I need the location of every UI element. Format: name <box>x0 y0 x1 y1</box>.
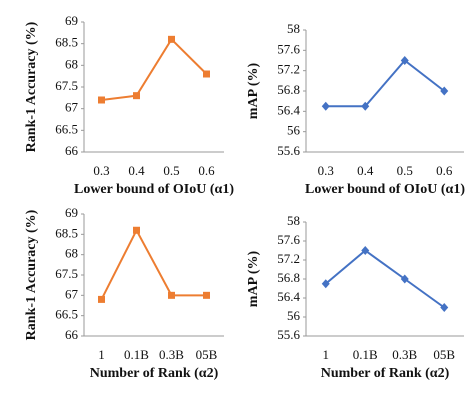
x-tick-label: 0.3 <box>93 163 109 178</box>
y-tick-label: 66.5 <box>55 307 78 322</box>
y-tick-label: 67.5 <box>55 78 78 93</box>
x-tick-label: 0.6 <box>436 163 453 178</box>
point <box>98 295 105 303</box>
y-tick-label: 57.6 <box>277 41 300 56</box>
x-axis-label: Number of Rank (α2) <box>321 366 450 381</box>
x-axis-label: Lower bound of OIoU (α1) <box>305 182 465 197</box>
x-tick-label: 1 <box>98 347 105 362</box>
x-tick-label: 0.3 <box>318 163 334 178</box>
x-tick-label: 0.5 <box>163 163 179 178</box>
y-tick-label: 68 <box>65 246 78 261</box>
series-line <box>325 59 445 108</box>
point <box>133 92 140 100</box>
point <box>98 96 105 104</box>
y-tick-label: 55.6 <box>277 143 300 158</box>
x-axis-label: Number of Rank (α2) <box>90 366 219 381</box>
x-tick-label: 0.4 <box>128 163 145 178</box>
y-tick-label: 69 <box>65 13 78 28</box>
y-tick-label: 56 <box>287 123 301 138</box>
series-line <box>325 249 445 309</box>
y-tick-label: 55.6 <box>277 327 300 342</box>
x-tick-label: 0.4 <box>357 163 374 178</box>
x-axis-label: Lower bound of OIoU (α1) <box>74 182 234 197</box>
point <box>203 70 210 78</box>
series-line <box>101 37 208 101</box>
y-tick-label: 57.2 <box>277 62 300 77</box>
point <box>361 101 370 111</box>
point <box>133 226 140 234</box>
y-axis-label: Rank-1 Accuracy (%) <box>24 21 39 152</box>
y-tick-label: 68 <box>65 56 78 71</box>
y-tick-label: 58 <box>287 21 300 36</box>
y-tick-label: 58 <box>287 213 300 228</box>
x-tick-label: 05B <box>433 347 455 362</box>
y-tick-label: 66 <box>65 327 79 342</box>
point <box>361 246 370 255</box>
y-tick-label: 67 <box>65 100 79 115</box>
y-tick-label: 68.5 <box>55 225 78 240</box>
x-tick-label: 0.5 <box>397 163 413 178</box>
x-tick-label: 0.3B <box>392 347 417 362</box>
x-tick-label: 0.6 <box>198 163 215 178</box>
y-axis-label: Rank-1 Accuracy (%) <box>24 209 39 340</box>
x-tick-label: 0.3B <box>159 347 184 362</box>
x-tick-label: 1 <box>323 347 330 362</box>
y-axis-label: mAP (%) <box>246 250 261 307</box>
y-tick-label: 56 <box>287 308 301 323</box>
y-tick-label: 56.8 <box>277 270 300 285</box>
point <box>168 291 175 299</box>
point <box>400 56 409 65</box>
series-line <box>100 228 207 300</box>
x-tick-label: 0.1B <box>353 347 378 362</box>
point <box>440 303 449 312</box>
y-tick-label: 56.8 <box>277 82 300 97</box>
y-tick-label: 57.6 <box>277 232 300 247</box>
point <box>400 274 409 284</box>
y-tick-label: 66.5 <box>55 121 78 136</box>
point <box>321 279 330 289</box>
point <box>321 101 330 111</box>
y-tick-label: 69 <box>65 205 78 220</box>
y-tick-label: 68.5 <box>55 35 78 50</box>
y-tick-label: 67 <box>65 286 79 301</box>
y-tick-label: 66 <box>65 143 79 158</box>
y-tick-label: 57.2 <box>277 251 300 266</box>
x-tick-label: 05B <box>196 347 218 362</box>
x-tick-label: 0.1B <box>124 347 149 362</box>
y-tick-label: 56.4 <box>277 102 300 117</box>
point <box>203 291 210 299</box>
point <box>440 86 449 96</box>
y-tick-label: 56.4 <box>277 289 300 304</box>
y-tick-label: 67.5 <box>55 266 78 281</box>
y-axis-label: mAP (%) <box>246 62 261 119</box>
point <box>168 35 175 43</box>
